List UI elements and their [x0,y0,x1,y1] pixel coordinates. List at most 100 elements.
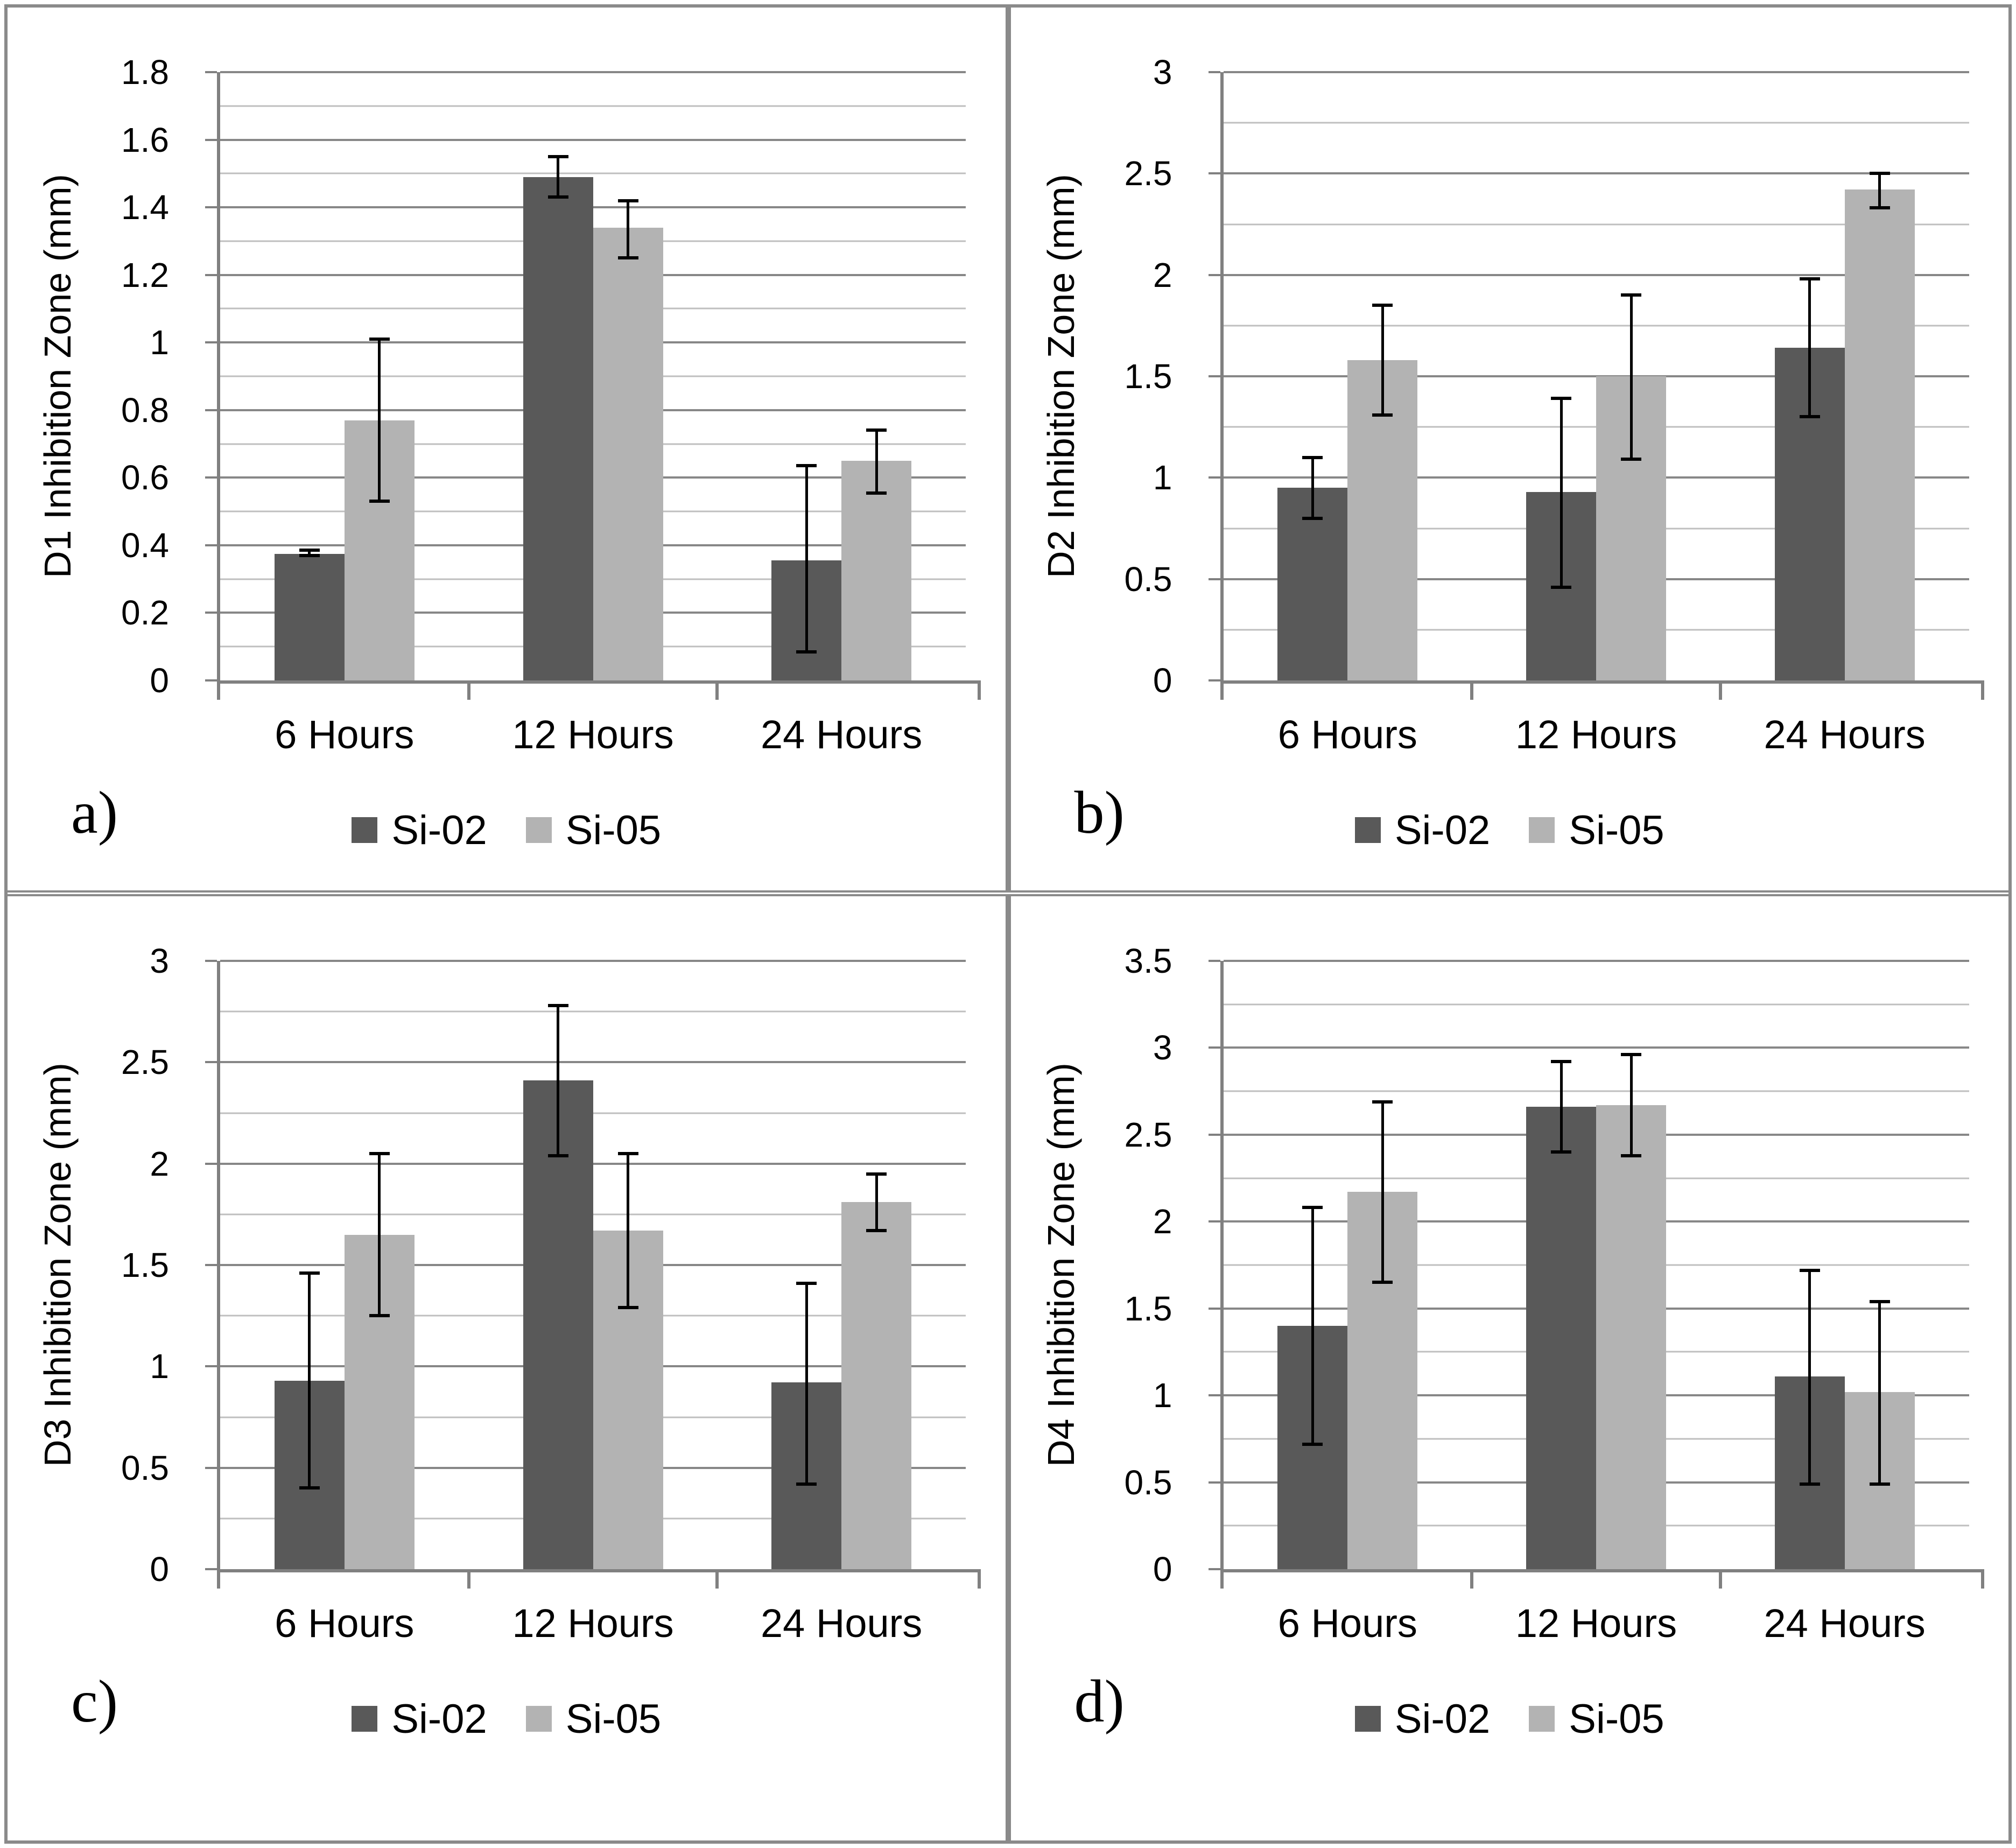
y-axis-tick [205,544,217,546]
legend-label: Si-05 [565,807,662,853]
y-axis [217,961,220,1589]
error-bar-cap [1799,1268,1820,1272]
gridline-minor [1223,223,1969,225]
category-label-6-hours: 6 Hours [1277,1601,1417,1646]
y-tick-label: 3 [1153,1028,1172,1067]
legend-entry-si-05: Si-05 [1529,807,1664,854]
category-label-6-hours: 6 Hours [275,712,415,757]
error-bar-cap [1621,293,1641,297]
category-label-24-hours: 24 Hours [1764,712,1926,757]
y-tick-label: 0.8 [121,390,169,430]
error-bar-si-02-6-hours [308,550,311,556]
error-bar-si-05-24-hours [875,1174,878,1231]
legend-label: Si-02 [1394,1696,1491,1742]
error-bar-cap [617,256,638,260]
gridline-major [1223,71,1969,73]
y-axis-tick [205,476,217,479]
y-axis [217,72,220,700]
error-bar-cap [1799,1482,1820,1486]
legend-entry-si-02: Si-02 [352,807,487,854]
y-axis-tick [205,409,217,411]
error-bar-si-02-24-hours [805,1283,808,1484]
y-tick-label: 1 [1153,458,1172,497]
y-axis-tick [205,1061,217,1064]
plot-area: 0 0.5 1 1.5 2 2.5 3 6 Hours 12 Hours 24 Hours [1125,55,1984,757]
plot-area: 0 0.2 0.4 0.6 0.8 1 1.2 1.4 1.6 1.8 6 Hours 12 Hour… [121,55,981,757]
bar-si-02-12-hours [523,177,593,680]
y-axis-tick [1208,1568,1220,1570]
error-bar-cap [796,1281,817,1285]
error-bar-si-05-12-hours [627,200,629,258]
y-axis-tick [205,679,217,681]
gridline-minor [220,1112,966,1114]
error-bar-cap [796,650,817,654]
legend-swatch-si-02 [352,817,378,843]
error-bar-cap [1799,277,1820,281]
panel-b: D2 Inhibition Zone (mm) 0 0.5 1 1.5 2 2.5 3 6 Ho… [1010,8,2008,890]
error-bar-cap [866,1172,887,1176]
gridline-minor [220,105,966,107]
y-tick-label: 2 [1153,1202,1172,1241]
category-label-12-hours: 12 Hours [512,712,674,757]
y-axis-tick [1208,960,1220,962]
x-axis-tick [1470,684,1474,700]
x-axis-tick [1718,684,1722,700]
error-bar-si-05-12-hours [1629,295,1633,460]
error-bar-cap [1621,458,1641,461]
gridline-major [1223,960,1969,962]
error-bar-cap [617,1306,638,1310]
panel-letter: d) [1074,1668,1125,1735]
legend-entry-si-05: Si-05 [1529,1696,1664,1742]
y-axis-tick [205,1162,217,1165]
category-label-24-hours: 24 Hours [761,1601,923,1646]
x-axis [217,1569,981,1572]
y-axis-tick [205,1568,217,1570]
bar-si-05-24-hours [841,1202,912,1569]
y-axis-tick [1208,578,1220,580]
legend-entry-si-02: Si-02 [1354,1696,1491,1742]
legend: Si-02 Si-05 [8,803,1006,857]
legend-swatch-si-05 [525,817,552,843]
y-axis-tick [1208,1046,1220,1049]
error-bar-si-05-24-hours [875,430,878,493]
gridline-minor [220,1010,966,1013]
x-axis-tick [715,1572,719,1589]
error-bar-cap [1621,1053,1641,1057]
error-bar-cap [1302,455,1323,459]
y-tick-label: 1.5 [121,1246,169,1284]
gridline-major [220,960,966,962]
y-axis-title: D1 Inhibition Zone (mm) [37,174,79,579]
error-bar-si-02-24-hours [1808,279,1811,417]
error-bar-cap [796,1482,817,1486]
error-bar-cap [1372,413,1393,417]
y-tick-label: 1 [150,1347,169,1386]
legend-swatch-si-05 [525,1706,552,1732]
legend-entry-si-02: Si-02 [352,1696,487,1742]
error-bar-cap [369,337,390,341]
legend-swatch-si-05 [1529,1706,1555,1732]
y-tick-label: 3 [1153,53,1172,92]
x-axis-tick [1980,1572,1984,1589]
error-bar-cap [866,491,887,495]
x-axis-tick [467,684,470,700]
error-bar-si-02-6-hours [1311,457,1314,518]
error-bar-si-02-6-hours [1311,1207,1314,1444]
y-tick-label: 3 [150,941,169,980]
panel-divider-vertical [1005,8,1011,1840]
legend-swatch-si-02 [352,1706,378,1732]
error-bar-si-05-6-hours [378,1153,381,1316]
legend: Si-02 Si-05 [8,1692,1006,1746]
error-bar-si-05-6-hours [1381,305,1384,415]
error-bar-cap [866,428,887,432]
legend-swatch-si-02 [1354,1706,1381,1732]
error-bar-cap [1302,1206,1323,1210]
panel-letter: c) [71,1668,118,1735]
gridline-major [220,138,966,141]
error-bar-cap [1302,1442,1323,1446]
y-tick-label: 1.6 [121,120,169,159]
error-bar-cap [547,1003,568,1007]
y-tick-label: 2 [150,1144,169,1183]
y-tick-label: 1.4 [121,188,169,227]
y-axis-tick [205,1466,217,1469]
plot-area: 0 0.5 1 1.5 2 2.5 3 3.5 6 Hours 12 Hours 24 Hours [1125,944,1984,1646]
